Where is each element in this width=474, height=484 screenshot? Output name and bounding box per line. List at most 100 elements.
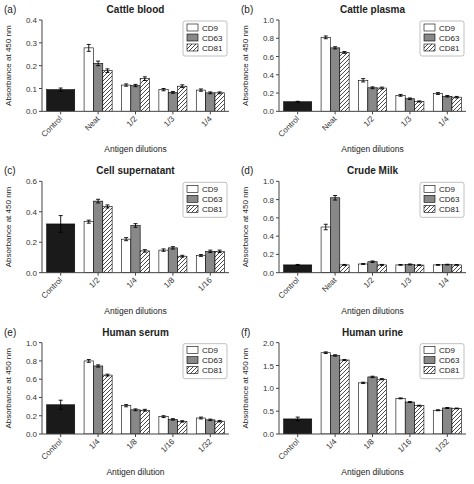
x-tick-label: Control [277, 437, 302, 462]
y-tick-label: 0.5 [263, 407, 275, 416]
x-axis-label: Antigen dilutions [104, 144, 166, 154]
y-axis-label: Absorbance at 450 nm [4, 186, 13, 267]
bar [396, 95, 405, 111]
x-tick [372, 434, 373, 437]
legend-label: CD81 [439, 44, 460, 53]
bar [358, 264, 367, 273]
error-bar [408, 263, 412, 265]
y-axis-label: Absorbance at 450 nm [4, 348, 13, 429]
error-bar [199, 255, 203, 257]
x-tick [98, 111, 99, 114]
error-bar [436, 264, 440, 266]
legend: CD9CD63CD81 [183, 344, 227, 379]
x-tick-label: Control [277, 114, 302, 139]
bar [340, 265, 349, 273]
error-bar [105, 69, 109, 73]
y-tick-label: 0.8 [26, 357, 38, 366]
bar [405, 99, 414, 112]
y-axis-label: Absorbance at 450 nm [4, 25, 13, 106]
bar [159, 250, 168, 273]
x-tick-label: 1/3 [162, 114, 177, 129]
x-tick [135, 434, 136, 437]
error-bar [342, 264, 346, 266]
x-tick-label: Control [40, 276, 65, 301]
error-bar [361, 263, 365, 265]
legend-label: CD63 [202, 34, 223, 43]
legend: CD9CD63CD81 [183, 21, 227, 56]
legend-swatch [424, 205, 435, 212]
bars [284, 195, 462, 272]
y-tick-label: 0.4 [26, 16, 38, 25]
error-bar [342, 52, 346, 54]
y-axis [42, 343, 43, 434]
bar [131, 86, 140, 112]
y-tick-label: 0.2 [26, 62, 38, 71]
bar [396, 398, 405, 434]
bar [140, 410, 149, 434]
bar [415, 101, 424, 111]
y-tick-label: 0.4 [263, 71, 275, 80]
y-tick-label: 0.0 [263, 107, 275, 116]
error-bar [417, 264, 421, 266]
bar [84, 222, 93, 273]
y-axis [42, 181, 43, 272]
error-bar [105, 374, 109, 376]
error-bar [171, 247, 175, 249]
y-tick-label: 0.4 [26, 393, 38, 402]
error-bar [436, 93, 440, 95]
bar [84, 48, 93, 111]
legend-swatch [187, 24, 198, 31]
legend: CD9CD63CD81 [420, 21, 464, 56]
x-tick-label: Control [40, 437, 65, 462]
panel-label: (f) [241, 327, 250, 338]
bar [377, 265, 386, 273]
panel: (f)Human urine0.00.51.01.52.0Absorbance … [241, 327, 466, 477]
bar [396, 265, 405, 273]
bar [168, 92, 177, 111]
x-tick-label: 1/2 [362, 275, 377, 290]
error-bar [143, 77, 147, 81]
error-bar [180, 421, 184, 422]
y-tick-label: 0.0 [26, 269, 38, 278]
bar [433, 410, 442, 434]
legend-label: CD81 [439, 366, 460, 375]
x-tick [210, 273, 211, 276]
x-tick [297, 273, 298, 276]
error-bar [199, 89, 203, 91]
legend-label: CD9 [202, 185, 219, 194]
error-bar [371, 261, 375, 262]
x-tick [409, 434, 410, 437]
x-tick-label: 1/32 [433, 437, 451, 455]
x-tick [409, 111, 410, 114]
legend-frame [420, 344, 464, 379]
bar [368, 88, 377, 112]
legend-label: CD9 [439, 346, 456, 355]
y-tick-label: 1.0 [263, 16, 275, 25]
error-bar [162, 249, 166, 251]
x-tick-label: Neat [320, 114, 339, 133]
y-tick-label: 0.4 [26, 208, 38, 217]
error-bar [59, 400, 63, 409]
legend-label: CD63 [439, 195, 460, 204]
legend-swatch [424, 185, 435, 192]
error-bar [342, 359, 346, 360]
x-tick [335, 434, 336, 437]
bar [159, 417, 168, 434]
bar [415, 265, 424, 273]
legend-label: CD9 [439, 24, 456, 33]
title: Cell supernatant [96, 165, 175, 176]
error-bar [380, 379, 384, 380]
figure: (a)Cattle blood0.00.10.20.30.4Absorbance… [0, 0, 474, 484]
bar [377, 88, 386, 111]
bar [215, 93, 224, 111]
bar [330, 48, 339, 111]
x-axis-label: Antigen dilutions [341, 306, 403, 316]
y-axis [42, 20, 43, 111]
y-tick-label: 0.2 [26, 238, 38, 247]
y-tick-label: 1.0 [263, 177, 275, 186]
legend-swatch [187, 357, 198, 364]
bar [443, 265, 452, 273]
error-bar [408, 401, 412, 403]
x-tick-label: 1/8 [362, 437, 377, 452]
legend-swatch [424, 195, 435, 202]
